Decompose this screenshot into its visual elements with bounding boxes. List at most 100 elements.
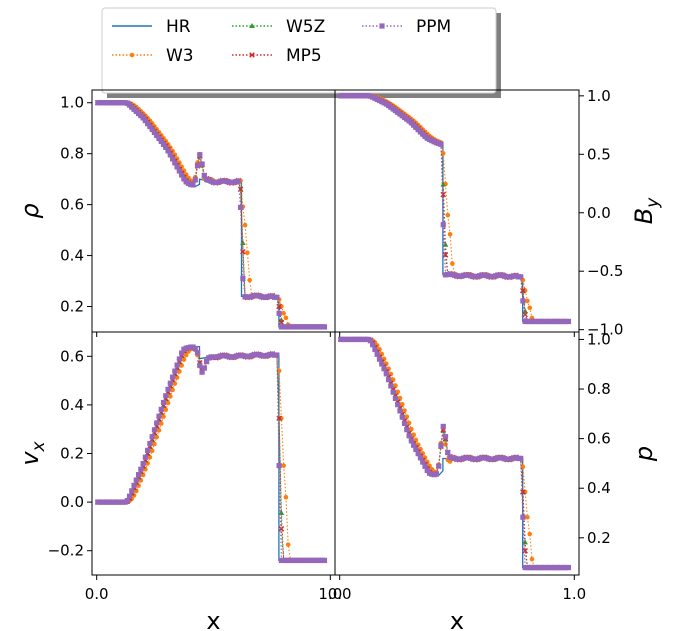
- series-line-hr: [339, 95, 568, 323]
- data-point-ppm: [417, 455, 424, 461]
- data-point-ppm: [392, 395, 399, 402]
- data-point-ppm: [133, 477, 139, 483]
- y-axis-label: ρ: [16, 203, 44, 218]
- data-point-ppm: [518, 274, 524, 280]
- y-tick-label: 0.0: [587, 204, 611, 222]
- data-point-mp5: [520, 287, 526, 294]
- data-point-ppm: [163, 393, 169, 399]
- data-point-w3: [404, 414, 410, 420]
- series-markers-mp5: [338, 93, 572, 325]
- data-point-w3: [152, 441, 157, 447]
- data-point-ppm: [404, 427, 410, 433]
- data-point-ppm: [192, 345, 198, 352]
- data-point-mp5: [522, 311, 528, 318]
- data-point-ppm: [438, 442, 444, 449]
- data-point-w3: [525, 298, 530, 304]
- legend-marker-ppm: [379, 23, 385, 29]
- y-tick-label: 0.5: [587, 145, 611, 163]
- data-point-ppm: [199, 161, 205, 167]
- data-point-ppm: [126, 493, 133, 499]
- plot-area: [95, 99, 328, 330]
- data-point-ppm: [151, 129, 158, 136]
- data-point-ppm: [383, 371, 389, 377]
- data-point-w3: [409, 426, 414, 432]
- data-point-ppm: [147, 123, 153, 130]
- data-point-ppm: [167, 380, 173, 386]
- data-point-ppm: [415, 451, 421, 457]
- data-point-ppm: [172, 368, 178, 374]
- data-point-w3: [283, 315, 289, 321]
- data-point-w3: [390, 377, 396, 382]
- panel-bottom-right: 0.2 0.4 0.6 0.8 1.0 0.0 1.0 p x: [328, 330, 658, 631]
- plot-area: [338, 336, 572, 571]
- series-line-hr: [96, 345, 324, 562]
- data-point-w3: [163, 407, 169, 413]
- data-point-ppm: [138, 466, 144, 472]
- legend-item-ppm: PPM: [362, 17, 451, 37]
- data-point-w3: [450, 261, 455, 266]
- data-point-ppm: [565, 564, 572, 571]
- y-axis-label: p: [630, 446, 658, 462]
- x-tick-label: 1.0: [562, 585, 586, 603]
- data-point-ppm: [163, 144, 169, 150]
- y-tick-label: 0.6: [587, 430, 611, 448]
- data-point-ppm: [156, 413, 162, 419]
- legend-marker-mp5: [249, 52, 255, 58]
- series-markers-mp5: [338, 336, 572, 571]
- panel-top-left: 0.2 0.4 0.6 0.8 1.0 ρ: [16, 89, 336, 337]
- data-point-ppm: [401, 420, 408, 427]
- data-point-w3: [281, 463, 286, 468]
- data-point-ppm: [520, 514, 526, 520]
- data-point-ppm: [174, 164, 180, 170]
- y-tick-label: 0.6: [60, 347, 84, 365]
- data-point-w3: [177, 369, 182, 374]
- series-line-w3: [340, 95, 569, 323]
- data-point-ppm: [145, 120, 151, 127]
- data-point-w3: [174, 375, 180, 380]
- y-axis-label: By: [630, 197, 663, 224]
- data-point-ppm: [158, 406, 164, 412]
- data-point-ppm: [156, 135, 162, 142]
- series-line-ppm: [97, 102, 325, 328]
- data-point-w3: [529, 556, 535, 562]
- data-point-ppm: [397, 408, 403, 414]
- data-point-ppm: [274, 294, 280, 301]
- x-axis-label: x: [206, 607, 220, 631]
- series-line-mp5: [340, 95, 569, 323]
- data-point-w3: [520, 464, 526, 470]
- data-point-w3: [402, 408, 407, 413]
- data-point-w3: [154, 434, 160, 440]
- series-markers-ppm: [338, 93, 572, 325]
- series-markers-mp5: [95, 99, 328, 330]
- data-point-ppm: [276, 310, 282, 316]
- data-point-w3: [247, 277, 252, 283]
- x-axis-label: x: [450, 607, 464, 631]
- series-line-w5z: [97, 102, 325, 328]
- series-markers-w3: [95, 345, 327, 563]
- y-tick-label: 1.0: [60, 94, 84, 112]
- series-markers-ppm: [338, 336, 572, 571]
- series-line-w3: [340, 338, 569, 569]
- panel-frame: [334, 89, 580, 333]
- data-point-ppm: [169, 156, 176, 162]
- data-point-w3: [170, 387, 175, 393]
- data-point-ppm: [136, 472, 142, 478]
- legend-marker-w3: [129, 52, 135, 58]
- y-tick-label: 0.8: [587, 380, 611, 398]
- legend-item-w3: W3: [112, 46, 194, 66]
- panel-frame: [91, 331, 336, 576]
- series-line-ppm: [340, 338, 569, 569]
- legend: HR W3 W5Z MP5 PPM: [101, 7, 501, 98]
- data-point-ppm: [565, 318, 572, 325]
- data-point-ppm: [518, 455, 524, 462]
- y-tick-label: 0.2: [60, 445, 84, 463]
- data-point-ppm: [436, 463, 442, 469]
- data-point-ppm: [165, 148, 171, 154]
- data-point-ppm: [424, 467, 430, 474]
- legend-label-ppm: PPM: [416, 17, 451, 37]
- panel-frame: [91, 89, 336, 333]
- data-point-ppm: [179, 350, 185, 356]
- data-point-ppm: [160, 141, 167, 147]
- data-point-ppm: [376, 356, 383, 362]
